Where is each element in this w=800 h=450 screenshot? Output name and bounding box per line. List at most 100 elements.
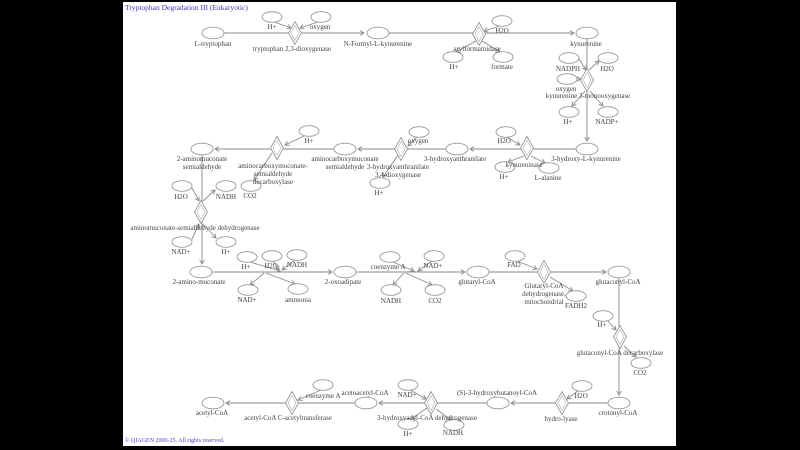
compound-label-acetyl-coa[interactable]: acetyl-CoA — [195, 408, 229, 417]
cofactor-label-r14-coa[interactable]: coenzyme A — [305, 391, 341, 400]
compound-ellipse-3-hydroxy-l-kynurenine[interactable] — [575, 142, 599, 156]
enzyme-label-tryptophan-23-dioxygenase[interactable]: tryptophan 2,3-dioxygenase — [252, 44, 332, 53]
cofactor-label-r13-nad[interactable]: NAD+ — [397, 390, 417, 399]
cofactor-label-r12-h2o[interactable]: H2O — [574, 391, 588, 400]
cofactor-ellipse-r7-nadh[interactable] — [215, 180, 237, 192]
cofactor-label-r9-nad[interactable]: NAD+ — [423, 261, 443, 270]
cofactor-label-r8-h2o[interactable]: H2O — [264, 261, 278, 270]
compound-ellipse-aminocarboxymuconate-semialdehyde[interactable] — [333, 142, 357, 156]
cofactor-ellipse-r7-nad[interactable] — [171, 236, 193, 248]
compound-label-3-hydroxyanthranilate[interactable]: 3-hydroxyanthranilate — [423, 154, 487, 163]
cofactor-label-r3-oxygen[interactable]: oxygen — [555, 84, 577, 93]
cofactor-ellipse-r9-coa[interactable] — [379, 251, 401, 263]
cofactor-label-r8-nadh[interactable]: NADH — [286, 260, 308, 269]
cofactor-ellipse-r8-h2o[interactable] — [261, 250, 283, 262]
cofactor-label-r1-oxygen[interactable]: oxygen — [309, 22, 331, 31]
cofactor-label-r6-co2[interactable]: CO2 — [243, 191, 257, 200]
cofactor-ellipse-r5-oxygen[interactable] — [408, 126, 430, 138]
enzyme-label-arylformamidase[interactable]: arylformamidase — [453, 44, 501, 53]
compound-ellipse-glutaryl-coa[interactable] — [466, 265, 490, 279]
compound-label-2-oxoadipate[interactable]: 2-oxoadipate — [324, 277, 362, 286]
cofactor-ellipse-r8-h[interactable] — [236, 251, 258, 263]
cofactor-label-r9-coa[interactable]: coenzyme A — [370, 262, 406, 271]
compound-ellipse-acetyl-coa[interactable] — [201, 396, 225, 410]
cofactor-label-r9-co2[interactable]: CO2 — [428, 296, 442, 305]
cofactor-ellipse-r1-oxygen[interactable] — [310, 11, 332, 23]
enzyme-label-ams-dehydrogenase[interactable]: aminomuconate-semialdehyde dehydrogenase — [130, 223, 260, 232]
cofactor-label-r7-h[interactable]: H+ — [221, 247, 231, 256]
cofactor-ellipse-r7-h[interactable] — [215, 236, 237, 248]
enzyme-label-3-hydroxyacyl-coa-dehydrogenase[interactable]: 3-hydroxyacyl-CoA dehydrogenase — [377, 413, 477, 422]
cofactor-ellipse-r13-h[interactable] — [397, 418, 419, 430]
compound-ellipse-acetoacetyl-coa[interactable] — [354, 396, 378, 410]
enzyme-label-3-hydroxyanthranilate-34-dioxygenase[interactable]: 3-hydroxyanthranilate 3,4-dioxygenase — [366, 162, 430, 179]
cofactor-label-r6-h[interactable]: H+ — [304, 136, 314, 145]
cofactor-label-r13-nadh[interactable]: NADH — [442, 428, 464, 437]
compound-ellipse-crotonyl-coa[interactable] — [607, 396, 631, 410]
compound-label-3-hydroxy-l-kynurenine[interactable]: 3-hydroxy-L-kynurenine — [551, 154, 621, 163]
compound-ellipse-3-hydroxyanthranilate[interactable] — [445, 142, 469, 156]
cofactor-label-r3-nadph[interactable]: NADPH — [555, 64, 581, 73]
compound-ellipse-2-aminomuconate-semialdehyde[interactable] — [190, 142, 214, 156]
enzyme-label-acms-decarboxylase[interactable]: aminocarboxymuconate- semialdehyde decar… — [238, 161, 308, 187]
compound-label-glutaryl-coa[interactable]: glutaryl-CoA — [458, 277, 496, 286]
cofactor-ellipse-r12-h2o[interactable] — [571, 380, 593, 392]
compound-ellipse-s-3-hydroxybutanoyl-coa[interactable] — [486, 396, 510, 410]
cofactor-label-r10-fad[interactable]: FAD — [507, 260, 521, 269]
cofactor-ellipse-r10-fadh2[interactable] — [565, 290, 587, 302]
cofactor-label-r7-nad[interactable]: NAD+ — [171, 247, 191, 256]
cofactor-ellipse-r4-l-alanine[interactable] — [538, 162, 560, 174]
cofactor-label-r5-h[interactable]: H+ — [374, 188, 384, 197]
compound-label-2-amino-muconate[interactable]: 2-amino-muconate — [172, 277, 226, 286]
compound-label-glutaconyl-coa[interactable]: glutaconyl-CoA — [595, 277, 641, 286]
cofactor-ellipse-r13-nad[interactable] — [397, 379, 419, 391]
cofactor-label-r2-formate[interactable]: formate — [491, 62, 513, 71]
cofactor-ellipse-r3-oxygen[interactable] — [556, 73, 578, 85]
cofactor-ellipse-r9-nad[interactable] — [423, 250, 445, 262]
cofactor-ellipse-r13-nadh[interactable] — [443, 419, 465, 431]
cofactor-ellipse-r9-co2[interactable] — [424, 284, 446, 296]
enzyme-label-kynurenine-3-monooxygenase[interactable]: kynurenine 3-monooxygenase — [545, 91, 631, 100]
compound-ellipse-2-oxoadipate[interactable] — [333, 265, 357, 279]
cofactor-ellipse-r6-h[interactable] — [298, 125, 320, 137]
compound-ellipse-2-amino-muconate[interactable] — [189, 265, 213, 279]
compound-label-aminocarboxymuconate-semialdehyde[interactable]: aminocarboxymuconate semialdehyde — [311, 154, 379, 171]
cofactor-label-r11-h[interactable]: H+ — [597, 320, 607, 329]
cofactor-ellipse-r11-h[interactable] — [592, 310, 614, 322]
cofactor-ellipse-r2-formate[interactable] — [492, 51, 514, 63]
enzyme-label-hydro-lyase[interactable]: hydro-lyase — [544, 414, 578, 423]
cofactor-ellipse-r3-h2o[interactable] — [597, 52, 619, 64]
cofactor-ellipse-r11-co2[interactable] — [630, 357, 652, 369]
cofactor-label-r2-h[interactable]: H+ — [449, 62, 459, 71]
enzyme-label-acetyl-coa-c-acetyltransferase[interactable]: acetyl-CoA C-acetyltransferase — [244, 413, 332, 422]
compound-label-crotonyl-coa[interactable]: crotonyl-CoA — [598, 408, 638, 417]
compound-ellipse-kynurenine[interactable] — [575, 26, 599, 40]
cofactor-ellipse-r3-nadph[interactable] — [558, 52, 580, 64]
enzyme-label-glutaconyl-coa-decarboxylase[interactable]: glutaconyl-CoA decarboxylase — [576, 348, 664, 357]
cofactor-label-r2-h2o[interactable]: H2O — [495, 26, 509, 35]
cofactor-ellipse-r3-h[interactable] — [558, 106, 580, 118]
compound-ellipse-glutaconyl-coa[interactable] — [607, 265, 631, 279]
cofactor-ellipse-r8-nadh[interactable] — [286, 249, 308, 261]
cofactor-label-r13-h[interactable]: H+ — [403, 429, 413, 438]
cofactor-ellipse-r8-ammonia[interactable] — [287, 283, 309, 295]
cofactor-label-r4-h[interactable]: H+ — [499, 172, 509, 181]
cofactor-ellipse-r6-co2[interactable] — [240, 180, 262, 192]
cofactor-ellipse-r4-h[interactable] — [494, 161, 516, 173]
cofactor-ellipse-r9-nadh[interactable] — [380, 284, 402, 296]
enzyme-label-glutaryl-coa-dehydrogenase[interactable]: Glutaryl-CoA dehydrogenase, mitochondria… — [522, 281, 566, 307]
cofactor-ellipse-r7-h2o[interactable] — [171, 180, 193, 192]
cofactor-label-r3-h[interactable]: H+ — [563, 117, 573, 126]
compound-label-s-3-hydroxybutanoyl-coa[interactable]: (S)-3-hydroxybutanoyl-CoA — [456, 388, 538, 397]
compound-label-l-tryptophan[interactable]: L-tryptophan — [194, 39, 232, 48]
cofactor-label-r8-h[interactable]: H+ — [241, 262, 251, 271]
cofactor-ellipse-r14-coa[interactable] — [312, 379, 334, 391]
compound-ellipse-l-tryptophan[interactable] — [201, 26, 225, 40]
cofactor-label-r4-l-alanine[interactable]: L-alanine — [534, 173, 562, 182]
compound-ellipse-n-formyl-l-kynurenine[interactable] — [366, 26, 390, 40]
cofactor-label-r7-h2o[interactable]: H2O — [174, 192, 188, 201]
cofactor-label-r3-h2o[interactable]: H2O — [600, 64, 614, 73]
cofactor-label-r3-nadp[interactable]: NADP+ — [595, 117, 619, 126]
cofactor-label-r8-nad[interactable]: NAD+ — [237, 295, 257, 304]
cofactor-label-r4-h2o[interactable]: H2O — [497, 136, 511, 145]
